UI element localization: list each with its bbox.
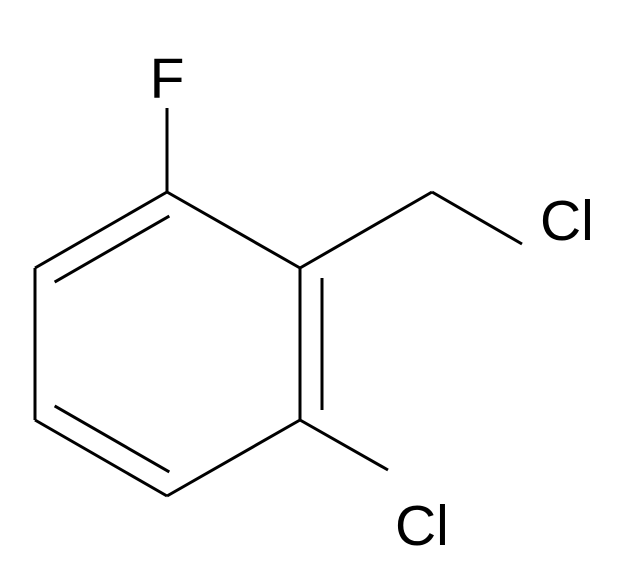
atom-label-cl: Cl (395, 494, 449, 558)
atom-label-cl: Cl (540, 189, 594, 253)
bond-line (167, 192, 300, 268)
bond-line (167, 420, 300, 496)
bond-line (432, 192, 522, 244)
atom-label-f: F (150, 47, 185, 111)
molecule-diagram: F Cl Cl (0, 0, 640, 586)
bond-line (55, 406, 170, 472)
bond-line (300, 420, 388, 470)
bond-line (300, 192, 432, 268)
bond-line (55, 216, 170, 282)
